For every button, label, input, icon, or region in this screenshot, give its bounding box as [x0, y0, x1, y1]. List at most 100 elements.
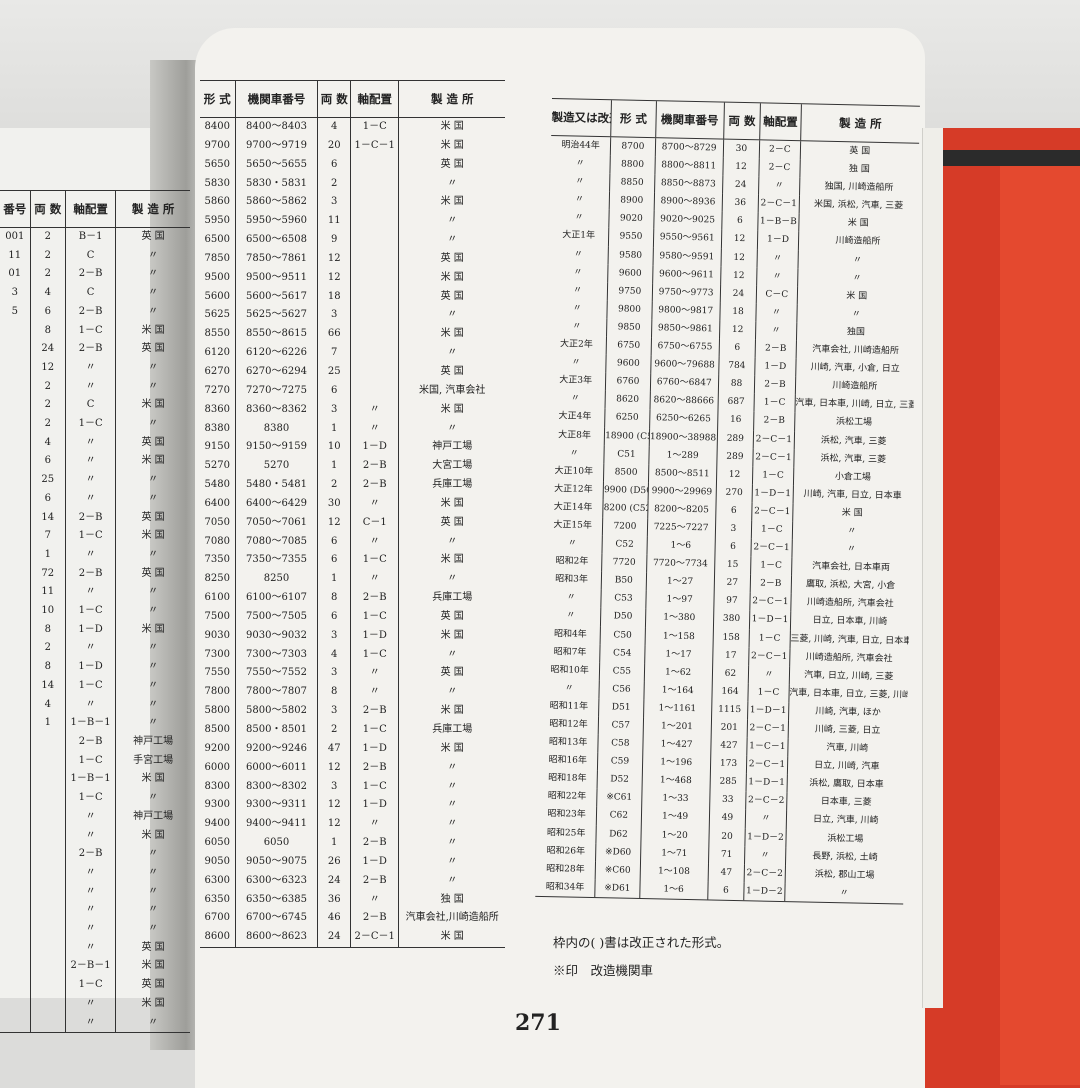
table-cell: 〃	[447, 177, 458, 189]
table-cell: 1－C	[66, 321, 117, 341]
table-row: 2 1－C 〃	[0, 415, 190, 434]
table-row: 24 2－B 英 国	[0, 340, 190, 359]
table-cell: 〃	[745, 845, 787, 865]
table-row: 5480 5480・5481 2 2－B 兵庫工場	[200, 476, 505, 495]
table-cell: 12	[318, 249, 352, 269]
table-row: 6400 6400～6429 30 〃 米 国	[200, 494, 505, 514]
table-cell: 大正15年	[542, 515, 604, 536]
table-cell: 7080	[200, 532, 236, 552]
table-cell: 3	[0, 284, 31, 303]
table-cell: 18900 (C51)	[604, 426, 650, 446]
table-row: 3 4 C 〃	[0, 284, 190, 303]
table-cell: 1－D－1	[750, 610, 791, 630]
table-cell	[0, 920, 31, 939]
table-cell: 8400	[200, 118, 236, 137]
table-cell: 〃	[66, 920, 117, 939]
table-cell: 1	[318, 570, 352, 590]
table-cell: 〃	[148, 885, 159, 897]
table-cell: 〃	[148, 1016, 159, 1028]
table-cell	[0, 751, 31, 771]
table-row: 〃〃	[0, 901, 190, 921]
table-cell	[0, 489, 31, 509]
table-cell: 7550～7552	[236, 664, 319, 684]
table-cell: 3	[318, 193, 352, 213]
table-row: 2 〃〃	[0, 377, 190, 397]
table-cell	[351, 249, 400, 269]
table-cell: 8620～88666	[650, 391, 719, 411]
table-cell: 6	[318, 381, 352, 401]
table-cell: 12	[720, 266, 758, 286]
table-cell: 784	[718, 356, 756, 376]
table-cell: 9050	[200, 852, 236, 872]
table-cell: 〃	[66, 639, 117, 659]
table-cell: 2－B	[66, 302, 117, 322]
table-row: 6100 6100～6107 8 2－B 兵庫工場	[200, 589, 505, 608]
table-cell: 1－C	[754, 393, 796, 413]
table-cell: 17	[712, 646, 750, 665]
table-cell: 〃	[447, 535, 458, 547]
table-cell: 1－D－2	[745, 827, 787, 847]
table-cell: 昭和12年	[538, 714, 600, 735]
table-cell: C58	[598, 734, 644, 754]
table-cell: 〃	[547, 298, 608, 319]
table-cell: 2－B	[66, 845, 117, 864]
table-cell: 1～158	[645, 626, 714, 647]
table-cell: 01	[0, 265, 31, 285]
table-cell: 5270	[200, 457, 236, 477]
table-cell: 〃	[447, 215, 458, 227]
table-cell	[0, 732, 31, 752]
table-cell	[351, 325, 400, 345]
table-cell: 158	[713, 628, 751, 647]
table-row: 5800 5800～5802 3 2－B 米 国	[200, 702, 505, 721]
table-cell: 8360	[200, 400, 236, 420]
table-cell: 6	[318, 155, 352, 175]
table-cell: 1	[318, 419, 352, 439]
table-row: 5 6 2－B 〃	[0, 302, 190, 322]
table-cell: 1～427	[642, 735, 712, 755]
table-row: 9500 9500～9511 12 米 国	[200, 268, 505, 288]
table-cell: 1－C	[66, 415, 117, 434]
table-cell: C56	[599, 679, 645, 699]
table-cell: 1～6	[639, 879, 709, 900]
table-row: 6350 6350～6385 36 〃 独 国	[200, 890, 505, 910]
table-cell: 6	[318, 607, 352, 627]
table-cell: 62	[712, 664, 750, 684]
table-cell: 9150～9159	[236, 438, 319, 458]
table-cell: 18900～38988	[649, 427, 718, 448]
table-cell: 2	[31, 265, 66, 285]
table-cell: 〃	[148, 679, 159, 691]
table-cell: 1－D	[351, 626, 400, 646]
table-cell: 〃	[148, 287, 159, 299]
table-cell: 5950～5960	[236, 212, 319, 232]
table-cell	[0, 527, 31, 546]
table-row: 〃〃	[0, 1013, 190, 1033]
table-cell: 72	[31, 564, 66, 584]
table-row: 11 2 C 〃	[0, 246, 190, 266]
table-cell: 汽車会社,川崎造船所	[405, 912, 499, 924]
table-cell: 18	[318, 287, 352, 307]
red-book-cover-inner	[1000, 165, 1080, 1085]
table-cell	[0, 415, 31, 434]
table-cell: 2－C－1	[747, 719, 789, 739]
table-cell: 〃	[447, 309, 458, 321]
table-cell: C	[66, 246, 117, 266]
table-cell: 大正1年	[548, 226, 610, 246]
table-cell: 6760	[606, 372, 651, 392]
table-cell: 〃	[351, 664, 400, 684]
table-cell: 5650～5655	[236, 155, 319, 175]
table-cell: 1－B－1	[66, 770, 117, 790]
table-row: 7800 7800～7807 8 〃〃	[200, 683, 505, 703]
table-cell: 9500～9511	[236, 268, 319, 288]
table-cell: 6750	[606, 336, 652, 356]
table-cell: 8	[31, 620, 66, 640]
table-cell: 8300	[200, 777, 236, 797]
table-cell: 1－D	[66, 658, 117, 677]
table-cell: 5650	[200, 155, 236, 175]
table-cell: 1－C	[751, 556, 793, 576]
table-cell: 12	[719, 320, 757, 340]
table-cell: 1－C	[66, 676, 117, 696]
table-cell: B50	[601, 571, 647, 591]
table-cell: 米 国	[440, 705, 464, 717]
table-cell	[0, 433, 31, 453]
